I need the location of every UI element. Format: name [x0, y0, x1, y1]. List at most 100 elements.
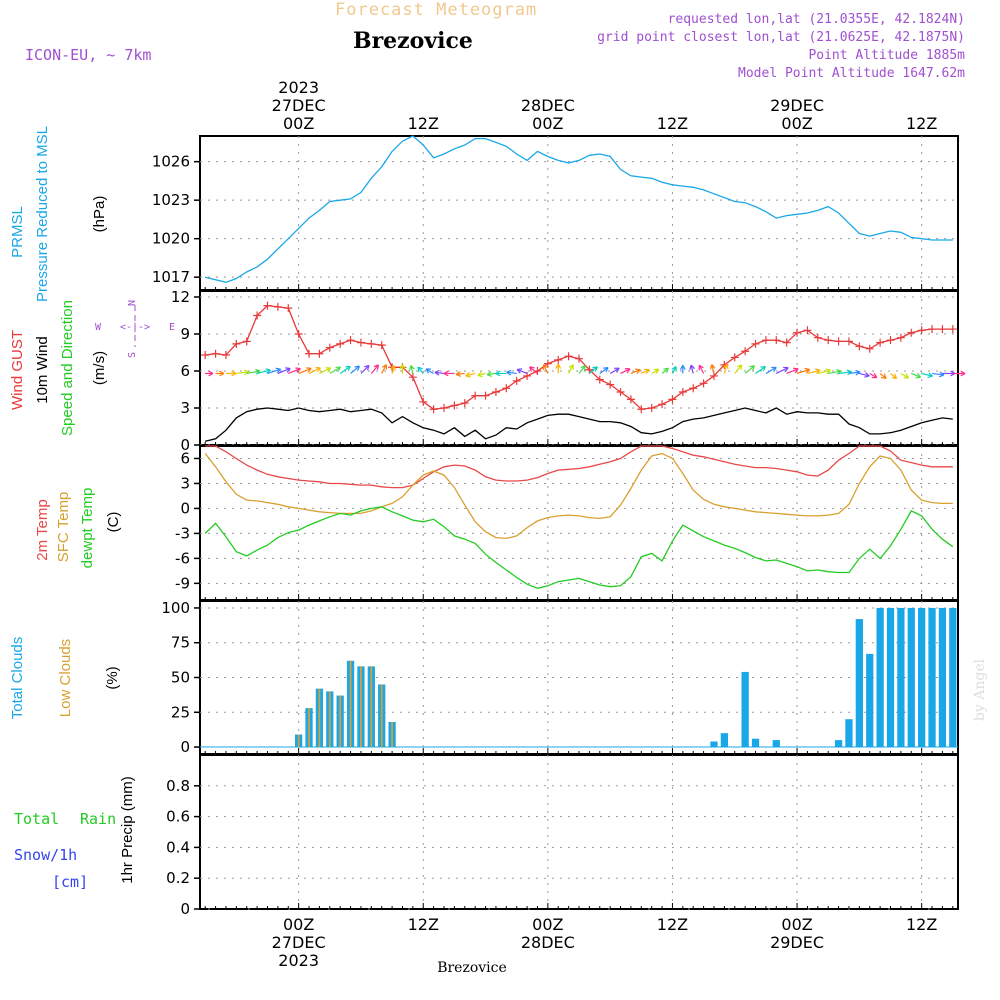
gust-marker [242, 337, 251, 346]
y-tick-label: 0.4 [166, 838, 190, 856]
bottom-axis-label: 12Z [657, 915, 688, 934]
wind-arrow [486, 372, 497, 376]
wind-arrow-head [208, 370, 214, 377]
bottom-axis-label: 12Z [408, 915, 439, 934]
wind-arrow-head [381, 364, 388, 370]
y-tick-label: 6 [180, 449, 190, 467]
bottom-axis-label: 2023 [278, 951, 319, 970]
wind-arrow-head [465, 372, 471, 378]
wind-arrow [698, 364, 705, 374]
bottom-axis-label: 28DEC [521, 933, 575, 952]
wind-arrow-head [425, 368, 431, 374]
wind-arrow [578, 365, 586, 374]
wind-arrow [921, 372, 933, 377]
gust-marker [294, 330, 303, 338]
bottom-axis-label: 00Z [283, 915, 314, 934]
top-axis-label: 28DEC [521, 96, 575, 115]
y-tick-label: 50 [171, 669, 190, 687]
wind-arrow-head [255, 368, 261, 375]
wind-arrow [477, 372, 486, 377]
total-rain-label: Total [14, 810, 59, 828]
wind-arrow [641, 369, 650, 375]
gust-marker [865, 344, 874, 353]
total-clouds-label: Total Clouds [9, 637, 26, 720]
wind-arrow [542, 364, 549, 374]
wind-speed-dir-label: Speed and Direction [59, 300, 76, 436]
wind-arrow [609, 367, 620, 374]
gust-marker [824, 336, 833, 345]
series-line-dewpt-temp [204, 506, 954, 589]
y-tick-label: 100 [161, 599, 190, 617]
wind-arrow [246, 370, 261, 375]
gust-marker [315, 349, 324, 358]
wind-arrow [911, 372, 921, 378]
gust-marker [658, 400, 667, 409]
top-axis-label: 12Z [408, 114, 439, 133]
wind-arrow-head [516, 368, 523, 374]
sfc-label: SFC Temp [55, 492, 72, 563]
wind-arrow [308, 367, 321, 375]
wind-arrow [723, 364, 728, 374]
gust-marker [554, 355, 563, 364]
y-tick-label: 12 [171, 288, 190, 306]
wind-arrow-head [671, 366, 677, 372]
wind-arrow [807, 369, 821, 375]
bar-total-clouds [720, 733, 729, 748]
bar-low-clouds [339, 695, 342, 748]
panel-frame [199, 135, 959, 291]
wind-arrow [765, 366, 777, 374]
wind-arrow [630, 369, 641, 375]
wind-arrow [277, 367, 291, 375]
gust-marker [595, 375, 604, 384]
wind-arrow-head [804, 367, 810, 374]
bottom-axis-label: 12Z [906, 915, 937, 934]
wind-arrow [568, 364, 574, 374]
wind-arrow [734, 364, 743, 374]
wind-arrow-head [399, 364, 406, 370]
panel-frame [199, 290, 959, 446]
wind-arrow [931, 372, 944, 376]
gust-marker [284, 304, 293, 313]
wind-arrow-head [486, 371, 492, 377]
wind-arrow-head [354, 365, 360, 371]
wind-arrow [900, 372, 909, 379]
wind-arrow-head [417, 366, 423, 373]
bar-total-clouds [938, 607, 947, 748]
series-line-2m-temp [205, 445, 953, 489]
product-title: Forecast Meteogram [335, 0, 537, 20]
rain-label: Rain [80, 810, 116, 828]
bar-low-clouds [391, 722, 393, 748]
model-label: ICON-EU, ~ 7km [25, 46, 151, 64]
gust-marker [201, 350, 210, 359]
pressure-msl-label: Pressure Reduced to MSL [34, 126, 51, 302]
wind-arrow [671, 366, 677, 374]
gust-marker [834, 337, 843, 346]
wind-arrow [506, 371, 517, 375]
y-tick-label: -6 [175, 549, 190, 567]
wind-arrow-head [373, 364, 380, 370]
wind-arrow [381, 364, 387, 374]
gust-marker [772, 336, 781, 345]
wind-arrow-head [644, 368, 650, 375]
gust-marker [647, 404, 656, 412]
wind-arrow [838, 371, 852, 375]
gust-marker [803, 326, 812, 335]
bar-total-clouds [886, 607, 895, 748]
wind-arrow-head [793, 367, 799, 374]
wind-arrow [391, 365, 395, 374]
station-title: Brezovice [353, 28, 473, 54]
gust-marker [440, 404, 449, 412]
prmsl-label: PRMSL [9, 206, 26, 258]
wind-arrow [711, 364, 715, 374]
gust-marker [356, 338, 365, 347]
wind-arrow [329, 366, 341, 374]
wind-arrow-head [295, 367, 301, 373]
y-tick-label: -9 [175, 574, 190, 592]
wind-arrow-head [760, 365, 766, 372]
footer-station: Brezovice [437, 960, 507, 976]
gust-marker [751, 339, 760, 348]
gust-marker [782, 338, 791, 347]
bar-total-clouds [876, 607, 884, 748]
gust-marker [699, 379, 708, 388]
